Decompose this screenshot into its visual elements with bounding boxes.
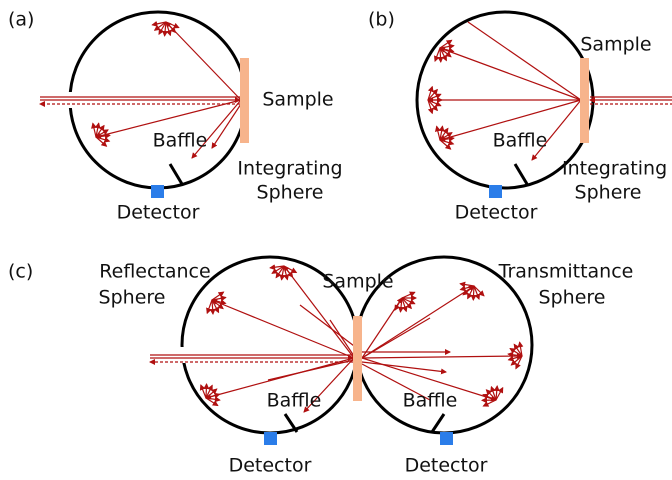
baffle: [432, 414, 444, 432]
sample-label: Sample: [580, 34, 651, 56]
ray: [201, 385, 206, 398]
ray: [483, 400, 496, 406]
detector-label: Detector: [455, 202, 538, 224]
baffle: [170, 164, 182, 184]
sphere-label: Sphere: [99, 287, 166, 309]
ray: [440, 48, 581, 100]
detector: [264, 432, 277, 445]
ray: [362, 298, 402, 358]
ray: [435, 48, 440, 61]
ray: [207, 300, 212, 313]
ray: [437, 126, 440, 140]
ray: [440, 48, 441, 62]
decor: [66, 12, 593, 445]
sphere-label: Transmittance: [498, 261, 634, 283]
baffle-label: Baffle: [493, 130, 548, 152]
sphere-label: Reflectance: [99, 261, 210, 283]
baffle-label: Baffle: [403, 390, 458, 412]
sphere-label: Sphere: [575, 182, 642, 204]
panel-label: (b): [368, 9, 395, 31]
ray: [362, 286, 474, 358]
page: {"panels": [ {"label": "(a)", "sample": …: [0, 0, 672, 480]
panel-label: (c): [8, 261, 33, 283]
detector-label: Detector: [405, 455, 488, 477]
sample-label: Sample: [262, 89, 333, 111]
figure: (a) Sample Baffle Integrating Sphere Det…: [0, 0, 672, 480]
panel-label: (a): [8, 9, 34, 31]
sample-label: Sample: [322, 271, 393, 293]
detector: [440, 432, 453, 445]
detector-label: Detector: [117, 202, 200, 224]
ray: [362, 356, 522, 358]
sample: [580, 58, 589, 143]
ray: [93, 123, 96, 137]
detector: [489, 185, 502, 198]
ray: [166, 22, 241, 100]
ray: [330, 320, 354, 356]
baffle-label: Baffle: [153, 130, 208, 152]
sphere-label: Integrating: [237, 158, 342, 180]
ray: [402, 292, 415, 298]
baffle: [515, 164, 527, 184]
sphere-label: Sphere: [257, 182, 324, 204]
detector: [151, 185, 164, 198]
baffle-label: Baffle: [267, 390, 322, 412]
labels: (a) Sample Baffle Integrating Sphere Det…: [8, 9, 667, 477]
sphere-label: Integrating: [562, 158, 667, 180]
ray: [268, 360, 354, 380]
sphere-label: Sphere: [539, 287, 606, 309]
ray: [460, 284, 474, 286]
sample: [240, 58, 249, 143]
ray: [212, 300, 354, 358]
sample: [353, 316, 362, 401]
detector-label: Detector: [229, 455, 312, 477]
